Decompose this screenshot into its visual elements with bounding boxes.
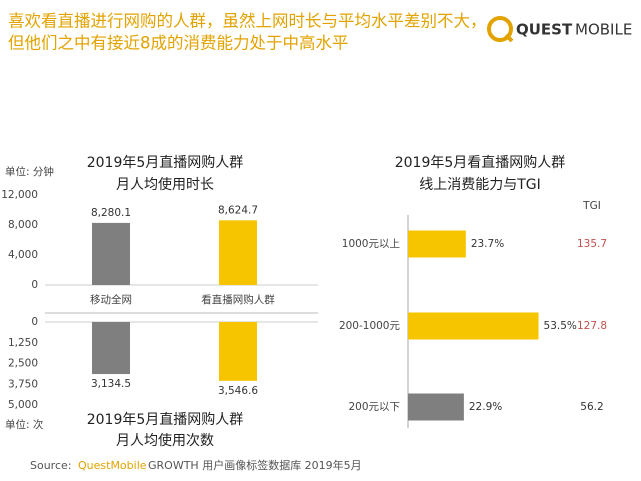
logo-icon xyxy=(504,33,514,43)
tgi-value: 135.7 xyxy=(577,238,607,250)
category-label: 移动全网 xyxy=(90,293,132,306)
source-label: Source: xyxy=(30,459,72,472)
y-tick-label: 12,000 xyxy=(1,189,38,201)
y-tick-label: 0 xyxy=(31,316,38,328)
value-label: 53.5% xyxy=(544,320,577,332)
chart-subtitle: 月人均使用次数 xyxy=(116,432,214,449)
chart-title: 2019年5月看直播网购人群 xyxy=(395,154,566,171)
tgi-value: 56.2 xyxy=(580,401,603,413)
chart-title: 2019年5月直播网购人群 xyxy=(87,411,244,428)
category-label: 200元以下 xyxy=(348,401,400,413)
logo: QUEST MOBILE xyxy=(487,16,632,43)
headline: 喜欢看直播进行网购的人群，虽然上网时长与平均水平差别不大， xyxy=(8,12,487,31)
bar xyxy=(408,312,539,340)
chart-subtitle: 线上消费能力与TGI xyxy=(419,177,541,193)
unit-label: 单位: 分钟 xyxy=(5,165,54,178)
logo-text: QUEST xyxy=(516,21,573,39)
source-brand: QuestMobile xyxy=(78,459,147,472)
category-label: 看直播网购人群 xyxy=(201,293,275,306)
chart-title: 2019年5月直播网购人群 xyxy=(87,154,244,171)
bar xyxy=(92,222,130,285)
y-tick-label: 3,750 xyxy=(8,378,38,390)
value-label: 3,546.6 xyxy=(218,385,258,397)
logo-icon xyxy=(487,16,513,42)
value-label: 3,134.5 xyxy=(91,378,131,390)
y-tick-label: 5,000 xyxy=(8,399,38,411)
value-label: 23.7% xyxy=(471,238,504,250)
source-text: GROWTH 用户画像标签数据库 2019年5月 xyxy=(148,458,362,472)
tgi-value: 127.8 xyxy=(577,320,607,332)
y-tick-label: 8,000 xyxy=(8,219,38,231)
chart-subtitle: 月人均使用时长 xyxy=(116,176,214,193)
headline: 但他们之中有接近8成的消费能力处于中高水平 xyxy=(8,34,349,53)
value-label: 8,624.7 xyxy=(218,204,258,216)
category-label: 200-1000元 xyxy=(339,320,401,332)
y-tick-label: 4,000 xyxy=(8,249,38,261)
category-label: 1000元以上 xyxy=(342,238,400,250)
bar xyxy=(92,322,130,375)
y-tick-label: 0 xyxy=(31,279,38,291)
logo-text: MOBILE xyxy=(575,21,632,39)
value-label: 22.9% xyxy=(469,401,502,413)
y-tick-label: 1,250 xyxy=(8,337,38,349)
bar xyxy=(219,220,257,285)
unit-label: 单位: 次 xyxy=(5,418,44,431)
bar xyxy=(408,393,464,421)
value-label: 8,280.1 xyxy=(91,207,131,219)
bar xyxy=(219,322,257,381)
tgi-header: TGI xyxy=(582,200,601,212)
bar xyxy=(408,230,466,258)
y-tick-label: 2,500 xyxy=(8,358,38,370)
